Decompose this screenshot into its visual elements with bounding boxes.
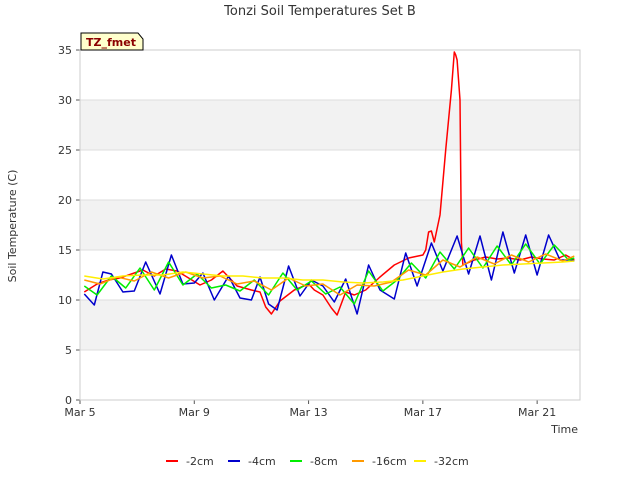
y-axis-label: Soil Temperature (C): [6, 170, 19, 283]
y-tick-label: 30: [58, 94, 72, 107]
series-line-2cmcm: [83, 51, 575, 316]
x-axis-label: Time: [550, 423, 578, 436]
series-line-32cmcm: [84, 260, 575, 284]
background-band: [80, 350, 580, 400]
y-tick-label: 5: [65, 344, 72, 357]
background-band: [80, 100, 580, 150]
legend-label: -32cm: [434, 455, 469, 468]
y-tick-label: 20: [58, 194, 72, 207]
y-tick-label: 10: [58, 294, 72, 307]
background-band: [80, 50, 580, 100]
y-tick-label: 0: [65, 394, 72, 407]
legend-label: -16cm: [372, 455, 407, 468]
x-tick-label: Mar 9: [179, 406, 210, 419]
chart-title: Tonzi Soil Temperatures Set B: [223, 4, 416, 19]
x-tick-label: Mar 5: [64, 406, 95, 419]
plot-background: [80, 50, 580, 400]
background-band: [80, 300, 580, 350]
background-band: [80, 200, 580, 250]
site-badge-box: [80, 32, 144, 51]
background-band: [80, 150, 580, 200]
site-badge-label: TZ_fmet: [86, 36, 136, 49]
legend-label: -8cm: [310, 455, 338, 468]
series-lines: [83, 51, 575, 316]
legend: -2cm -4cm -8cm -16cm -32cm: [166, 455, 469, 468]
plot-frame: [79, 49, 581, 401]
legend-label: -4cm: [248, 455, 276, 468]
series-line-16cmcm: [84, 253, 575, 296]
site-badge: TZ_fmet: [80, 32, 144, 51]
x-tick-label: Mar 21: [518, 406, 556, 419]
y-tick-label: 15: [58, 244, 72, 257]
x-tick-label: Mar 13: [289, 406, 327, 419]
axes: 0 5 10 15 20 25 30 35 Mar 5 Mar 9 Mar 13 Mar 17 Mar …: [58, 44, 581, 419]
y-tick-label: 25: [58, 144, 72, 157]
y-tick-label: 35: [58, 44, 72, 57]
legend-label: -2cm: [186, 455, 214, 468]
x-tick-label: Mar 17: [404, 406, 442, 419]
